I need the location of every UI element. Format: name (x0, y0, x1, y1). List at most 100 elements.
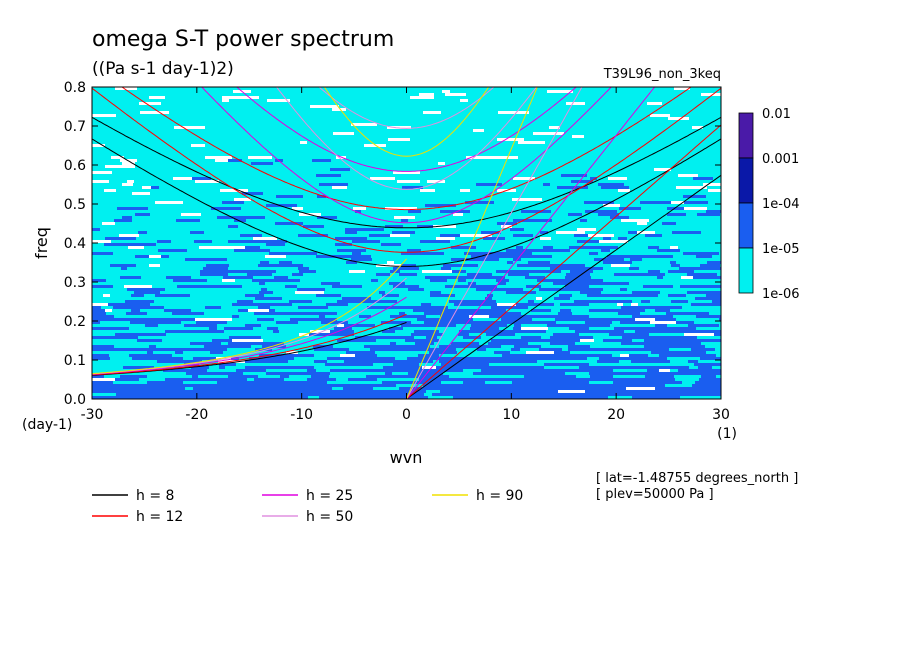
heatmap-cell (131, 309, 140, 312)
heatmap-cell (407, 345, 430, 348)
heatmap-cell (700, 393, 709, 396)
heatmap-cell (228, 342, 254, 345)
heatmap-cell (567, 264, 585, 267)
heatmap-cell (92, 390, 110, 393)
heatmap-cell (262, 273, 272, 276)
heatmap-cell (463, 381, 485, 384)
heatmap-cell (266, 204, 297, 207)
heatmap-cell (622, 336, 652, 339)
heatmap-cell (415, 372, 443, 375)
heatmap-cell (277, 378, 284, 381)
heatmap-cell (668, 270, 694, 273)
heatmap-cell (115, 87, 137, 90)
heatmap-cell (637, 222, 647, 225)
heatmap-cell (520, 270, 530, 273)
heatmap-cell (186, 372, 204, 375)
heatmap-cell (193, 387, 223, 390)
heatmap-cell (218, 318, 232, 321)
heatmap-cell (401, 219, 408, 222)
heatmap-cell (222, 279, 235, 282)
heatmap-cell (597, 360, 619, 363)
heatmap-cell (128, 246, 144, 249)
heatmap-cell (616, 309, 645, 312)
heatmap-cell (244, 276, 253, 279)
dispersion-curve (92, 138, 721, 267)
heatmap-cell (554, 297, 570, 300)
heatmap-cell (561, 357, 581, 360)
heatmap-cell (229, 336, 241, 339)
heatmap-cell (290, 318, 309, 321)
heatmap-cell (459, 330, 489, 333)
heatmap-cell (202, 348, 216, 351)
heatmap-cell (653, 306, 682, 309)
heatmap-cell (355, 351, 375, 354)
heatmap-cell (245, 324, 261, 327)
dispersion-curve (275, 87, 538, 190)
heatmap-cell (719, 285, 721, 288)
heatmap-cell (569, 288, 581, 291)
heatmap-cell (659, 354, 668, 357)
heatmap-cell (546, 393, 565, 396)
heatmap-cell (584, 393, 600, 396)
heatmap-cell (491, 306, 508, 309)
heatmap-cell (275, 357, 294, 360)
heatmap-cell (520, 291, 536, 294)
heatmap-cell (594, 330, 604, 333)
heatmap-cell (126, 312, 147, 315)
heatmap-cell (601, 186, 629, 189)
heatmap-cell (497, 378, 525, 381)
heatmap-cell (157, 390, 175, 393)
heatmap-cell (545, 396, 565, 399)
heatmap-cell (319, 396, 329, 399)
heatmap-cell (103, 294, 110, 297)
heatmap-cell (357, 249, 366, 252)
heatmap-cell (528, 354, 538, 357)
heatmap-cell (299, 333, 309, 336)
heatmap-cell (614, 294, 630, 297)
heatmap-cell (330, 348, 349, 351)
heatmap-cell (436, 378, 466, 381)
heatmap-cell (310, 330, 330, 333)
heatmap-cell (547, 324, 554, 327)
heatmap-cell (338, 330, 354, 333)
heatmap-cell (184, 324, 203, 327)
heatmap-cell (332, 285, 362, 288)
heatmap-cell (234, 198, 251, 201)
heatmap-cell (498, 111, 529, 114)
heatmap-cell (92, 228, 100, 231)
heatmap-cell (581, 357, 587, 360)
heatmap-cell (681, 276, 693, 279)
heatmap-cell (457, 357, 466, 360)
heatmap-cell (484, 360, 513, 363)
heatmap-cell (543, 384, 571, 387)
y-tick-label: 0.5 (64, 197, 86, 213)
heatmap-cell (216, 348, 227, 351)
heatmap-cell (712, 300, 721, 303)
heatmap-cell (572, 387, 582, 390)
heatmap-cell (260, 261, 269, 264)
heatmap-cell (395, 348, 406, 351)
heatmap-cell (122, 162, 135, 165)
heatmap-cell (257, 384, 269, 387)
heatmap-cell (239, 345, 251, 348)
heatmap-cell (620, 288, 627, 291)
heatmap-cell (392, 231, 415, 234)
dispersion-curves (92, 87, 721, 399)
heatmap-cell (517, 372, 530, 375)
heatmap-cell (205, 156, 232, 159)
heatmap-cell (187, 279, 207, 282)
y-tick-label: 0.3 (64, 275, 86, 291)
heatmap-cell (708, 189, 721, 192)
heatmap-cell (681, 339, 709, 342)
heatmap-cell (496, 315, 516, 318)
heatmap-cell (164, 309, 191, 312)
heatmap-cell (298, 354, 314, 357)
heatmap-cell (618, 318, 635, 321)
heatmap-cell (473, 396, 496, 399)
heatmap-cell (173, 279, 187, 282)
heatmap-cell (393, 306, 409, 309)
heatmap-cell (496, 279, 509, 282)
heatmap-cell (668, 354, 693, 357)
heatmap-cell (238, 216, 265, 219)
heatmap-cell (532, 357, 561, 360)
